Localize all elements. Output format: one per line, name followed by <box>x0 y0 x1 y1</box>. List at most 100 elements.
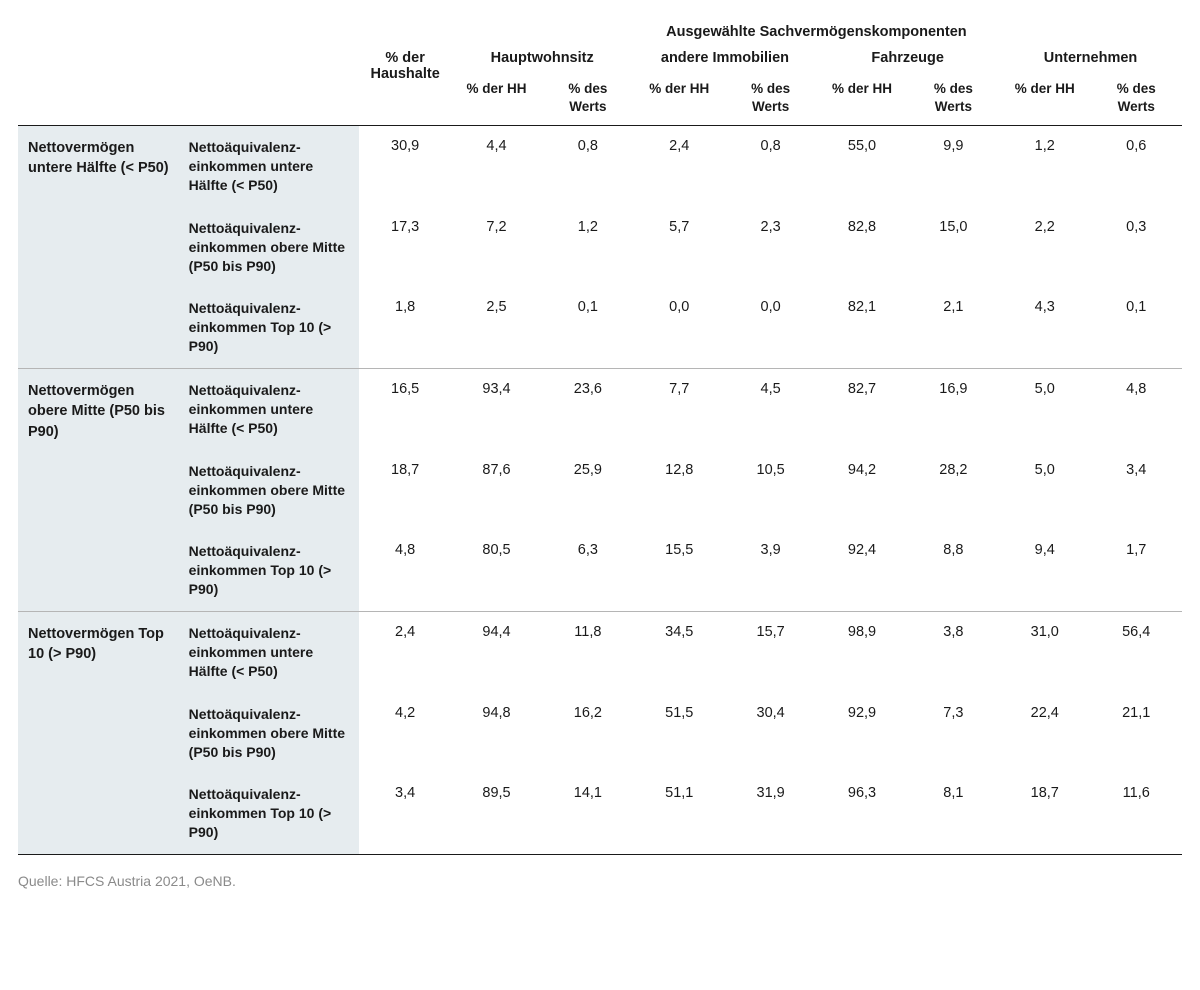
data-cell: 1,8 <box>359 287 450 368</box>
header-businesses: Unternehmen <box>999 44 1182 72</box>
data-cell: 8,8 <box>908 530 999 611</box>
data-cell: 0,8 <box>725 126 816 207</box>
data-cell: 18,7 <box>999 773 1090 854</box>
data-cell: 82,1 <box>816 287 907 368</box>
data-cell: 94,2 <box>816 450 907 531</box>
subhdr-pct-val: % des Werts <box>725 72 816 126</box>
data-cell: 15,7 <box>725 612 816 693</box>
data-cell: 51,1 <box>634 773 725 854</box>
table-row: Nettoäquivalenz­einkommen Top 10 (> P90)… <box>18 773 1182 854</box>
wealth-group-label: Nettovermögen obere Mitte (P50 bis P90) <box>18 369 179 612</box>
data-cell: 9,4 <box>999 530 1090 611</box>
data-cell: 15,0 <box>908 207 999 288</box>
data-cell: 94,8 <box>451 693 542 774</box>
header-pct-households: % der Haushalte <box>359 44 450 126</box>
data-cell: 25,9 <box>542 450 633 531</box>
data-cell: 1,7 <box>1090 530 1182 611</box>
data-cell: 17,3 <box>359 207 450 288</box>
income-group-label: Nettoäquivalenz­einkommen untere Hälfte … <box>179 369 360 450</box>
subhdr-pct-val: % des Werts <box>1090 72 1182 126</box>
wealth-asset-table: Ausgewählte Sachvermögenskomponenten % d… <box>18 16 1182 855</box>
income-group-label: Nettoäquivalenz­einkommen obere Mitte (P… <box>179 207 360 288</box>
table-row: Nettoäquivalenz­einkommen obere Mitte (P… <box>18 450 1182 531</box>
data-cell: 96,3 <box>816 773 907 854</box>
subhdr-pct-hh: % der HH <box>816 72 907 126</box>
wealth-group-label: Nettovermögen untere Hälfte (< P50) <box>18 126 179 369</box>
data-cell: 82,7 <box>816 369 907 450</box>
data-cell: 98,9 <box>816 612 907 693</box>
data-cell: 3,4 <box>359 773 450 854</box>
data-cell: 34,5 <box>634 612 725 693</box>
data-cell: 4,2 <box>359 693 450 774</box>
source-line: Quelle: HFCS Austria 2021, OeNB. <box>18 855 1182 889</box>
income-group-label: Nettoäquivalenz­einkommen obere Mitte (P… <box>179 450 360 531</box>
data-cell: 11,8 <box>542 612 633 693</box>
subhdr-pct-val: % des Werts <box>542 72 633 126</box>
data-cell: 92,9 <box>816 693 907 774</box>
data-cell: 5,0 <box>999 369 1090 450</box>
data-cell: 5,0 <box>999 450 1090 531</box>
data-cell: 7,7 <box>634 369 725 450</box>
data-cell: 2,4 <box>634 126 725 207</box>
data-cell: 3,4 <box>1090 450 1182 531</box>
data-cell: 18,7 <box>359 450 450 531</box>
data-cell: 22,4 <box>999 693 1090 774</box>
table-row: Nettoäquivalenz­einkommen Top 10 (> P90)… <box>18 530 1182 611</box>
table-row: Nettovermögen obere Mitte (P50 bis P90)N… <box>18 369 1182 450</box>
data-cell: 56,4 <box>1090 612 1182 693</box>
table-row: Nettoäquivalenz­einkommen Top 10 (> P90)… <box>18 287 1182 368</box>
table-body: Nettovermögen untere Hälfte (< P50)Netto… <box>18 126 1182 855</box>
data-cell: 28,2 <box>908 450 999 531</box>
header-supergroup: Ausgewählte Sachvermögenskomponenten <box>451 16 1182 44</box>
data-cell: 21,1 <box>1090 693 1182 774</box>
data-cell: 2,1 <box>908 287 999 368</box>
data-cell: 4,3 <box>999 287 1090 368</box>
data-cell: 8,1 <box>908 773 999 854</box>
data-cell: 30,9 <box>359 126 450 207</box>
data-cell: 5,7 <box>634 207 725 288</box>
data-cell: 16,5 <box>359 369 450 450</box>
data-cell: 80,5 <box>451 530 542 611</box>
data-cell: 1,2 <box>542 207 633 288</box>
data-cell: 7,2 <box>451 207 542 288</box>
subhdr-pct-val: % des Werts <box>908 72 999 126</box>
header-vehicles: Fahrzeuge <box>816 44 999 72</box>
table-row: Nettoäquivalenz­einkommen obere Mitte (P… <box>18 207 1182 288</box>
data-cell: 93,4 <box>451 369 542 450</box>
table-header: Ausgewählte Sachvermögenskomponenten % d… <box>18 16 1182 126</box>
data-cell: 12,8 <box>634 450 725 531</box>
income-group-label: Nettoäquivalenz­einkommen Top 10 (> P90) <box>179 530 360 611</box>
data-cell: 14,1 <box>542 773 633 854</box>
data-cell: 4,8 <box>1090 369 1182 450</box>
data-cell: 3,8 <box>908 612 999 693</box>
data-cell: 94,4 <box>451 612 542 693</box>
data-cell: 10,5 <box>725 450 816 531</box>
data-cell: 0,1 <box>1090 287 1182 368</box>
data-cell: 2,5 <box>451 287 542 368</box>
data-cell: 89,5 <box>451 773 542 854</box>
data-cell: 0,1 <box>542 287 633 368</box>
data-cell: 0,0 <box>634 287 725 368</box>
data-cell: 30,4 <box>725 693 816 774</box>
data-cell: 16,2 <box>542 693 633 774</box>
data-cell: 31,9 <box>725 773 816 854</box>
header-main-residence: Hauptwohnsitz <box>451 44 634 72</box>
data-cell: 55,0 <box>816 126 907 207</box>
data-cell: 23,6 <box>542 369 633 450</box>
data-cell: 51,5 <box>634 693 725 774</box>
income-group-label: Nettoäquivalenz­einkommen untere Hälfte … <box>179 612 360 693</box>
table-row: Nettoäquivalenz­einkommen obere Mitte (P… <box>18 693 1182 774</box>
subhdr-pct-hh: % der HH <box>999 72 1090 126</box>
data-cell: 3,9 <box>725 530 816 611</box>
data-cell: 0,0 <box>725 287 816 368</box>
subhdr-pct-hh: % der HH <box>451 72 542 126</box>
table-row: Nettovermögen Top 10 (> P90)Nettoäquival… <box>18 612 1182 693</box>
income-group-label: Nettoäquivalenz­einkommen Top 10 (> P90) <box>179 287 360 368</box>
data-cell: 15,5 <box>634 530 725 611</box>
data-cell: 16,9 <box>908 369 999 450</box>
data-cell: 31,0 <box>999 612 1090 693</box>
data-cell: 2,2 <box>999 207 1090 288</box>
data-cell: 2,3 <box>725 207 816 288</box>
data-cell: 92,4 <box>816 530 907 611</box>
data-cell: 87,6 <box>451 450 542 531</box>
